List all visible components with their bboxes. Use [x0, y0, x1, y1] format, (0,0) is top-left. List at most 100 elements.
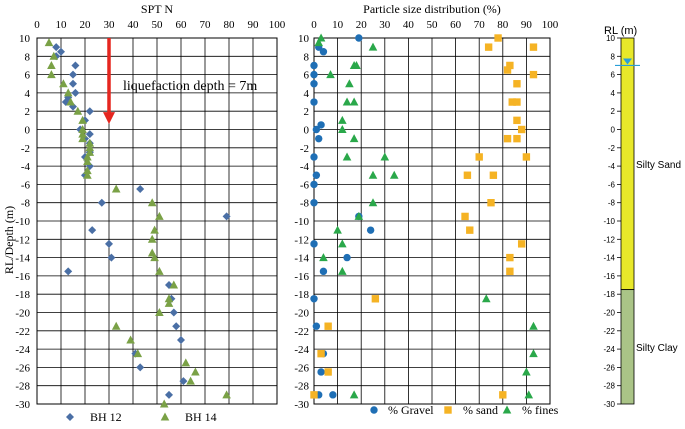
data-point-triangle	[78, 134, 87, 143]
data-point-diamond	[172, 322, 181, 331]
data-point-circle	[366, 226, 375, 234]
y-tick-label: 10	[298, 33, 310, 45]
x-tick-label: 50	[152, 19, 164, 31]
y-tick-label: -4	[21, 161, 31, 173]
y-tick-label: 4	[304, 88, 310, 100]
y-tick-label: 2	[25, 106, 31, 118]
x-tick-label: 20	[80, 19, 92, 31]
data-point-square	[529, 43, 538, 51]
y-tick-label: 2	[611, 107, 616, 116]
data-point-triangle	[150, 225, 159, 234]
legend-entry-label: BH 12	[90, 410, 122, 424]
data-point-circle	[312, 171, 321, 179]
y-tick-label: -6	[21, 179, 31, 191]
data-point-circle	[319, 48, 328, 56]
borehole-log: RL (m) Silty Sand Silty Clay 10 8 6 4 2 0 -2 -4 -…	[603, 25, 681, 409]
legend-entry-label: % Gravel	[388, 403, 434, 417]
data-point-triangle	[159, 399, 169, 408]
data-point-triangle	[164, 298, 174, 307]
data-point-triangle	[342, 152, 352, 161]
data-point-square	[461, 212, 469, 221]
y-tick-label: -10	[603, 217, 615, 226]
data-point-diamond	[69, 70, 77, 79]
y-tick-label: 8	[25, 51, 31, 63]
data-point-diamond	[57, 47, 65, 56]
data-point-triangle	[150, 253, 159, 262]
data-point-diamond	[85, 130, 94, 139]
y-tick-label: 8	[304, 51, 310, 63]
x-tick-label: 70	[200, 19, 212, 31]
data-point-diamond	[179, 377, 188, 386]
x-tick-label: 50	[427, 19, 439, 31]
data-point-triangle	[349, 390, 359, 399]
data-point-triangle	[83, 166, 92, 175]
data-point-circle	[343, 253, 351, 262]
data-point-square	[475, 153, 483, 161]
data-point-square	[506, 253, 514, 262]
data-point-circle	[310, 70, 318, 79]
data-point-triangle	[83, 152, 92, 161]
particle-size-chart-title: Particle size distribution (%)	[363, 2, 501, 16]
data-point-diamond	[136, 184, 145, 193]
water-level-triangle	[623, 58, 632, 65]
y-tick-label: -20	[294, 308, 309, 320]
data-point-diamond	[64, 267, 73, 276]
y-tick-label: 10	[606, 34, 615, 43]
y-tick-label: 4	[611, 89, 616, 98]
data-point-diamond	[177, 335, 185, 344]
data-point-square	[371, 295, 380, 303]
data-point-square	[506, 267, 514, 276]
y-tick-label: -30	[603, 400, 615, 409]
y-tick-label: 4	[25, 88, 31, 100]
borehole-y-ticks: 10 8 6 4 2 0 -2 -4 -6 -8 -10 -12 -14 -16 -18 -20 -22 -24 -…	[603, 34, 621, 409]
data-point-triangle	[78, 129, 87, 138]
data-point-triangle	[354, 211, 364, 220]
y-tick-label: -22	[15, 326, 30, 338]
data-point-circle	[310, 199, 318, 207]
x-tick-label: 10	[332, 19, 344, 31]
data-point-circle	[310, 153, 318, 161]
particle-size-grid	[313, 37, 551, 405]
liquefaction-label: liquefaction depth = 7m	[123, 79, 257, 94]
legend-marker	[66, 413, 74, 421]
x-tick-label: 90	[521, 19, 533, 31]
x-tick-label: 20	[356, 19, 368, 31]
y-tick-label: 10	[19, 33, 31, 45]
x-tick-label: 10	[56, 19, 68, 31]
y-tick-label: -20	[15, 308, 30, 320]
y-tick-label: -4	[300, 161, 310, 173]
y-tick-label: -22	[294, 326, 309, 338]
x-tick-label: 30	[379, 19, 391, 31]
legend-marker	[370, 406, 378, 414]
y-tick-label: 2	[304, 106, 310, 118]
data-point-triangle	[83, 157, 92, 166]
data-point-square	[508, 98, 516, 106]
spt-chart-title: SPT N	[141, 2, 173, 16]
legend-marker	[502, 405, 512, 414]
y-tick-label: -28	[15, 381, 30, 393]
data-point-diamond	[105, 239, 113, 248]
y-tick-label: -10	[294, 216, 309, 228]
data-point-square	[317, 349, 325, 358]
y-tick-label: -6	[300, 179, 310, 191]
legend-entry-label: BH 14	[185, 410, 217, 424]
y-tick-label: -4	[608, 162, 616, 171]
data-point-square	[494, 34, 502, 42]
y-tick-label: -14	[294, 253, 309, 265]
data-point-square	[463, 171, 472, 179]
data-point-square	[517, 240, 526, 248]
y-tick-label: 0	[611, 126, 616, 135]
borehole-log-title: RL (m)	[604, 25, 637, 37]
x-tick-label: 90	[248, 19, 260, 31]
particle-size-marks	[310, 33, 538, 399]
y-tick-label: -26	[15, 362, 30, 374]
data-point-triangle	[349, 97, 359, 106]
spt-marks	[44, 38, 231, 408]
data-point-triangle	[529, 349, 538, 358]
data-point-triangle	[147, 198, 157, 207]
data-point-square	[324, 368, 332, 376]
data-point-square	[513, 116, 521, 125]
data-point-triangle	[380, 152, 390, 161]
data-point-circle	[312, 125, 321, 134]
data-point-triangle	[59, 79, 68, 88]
